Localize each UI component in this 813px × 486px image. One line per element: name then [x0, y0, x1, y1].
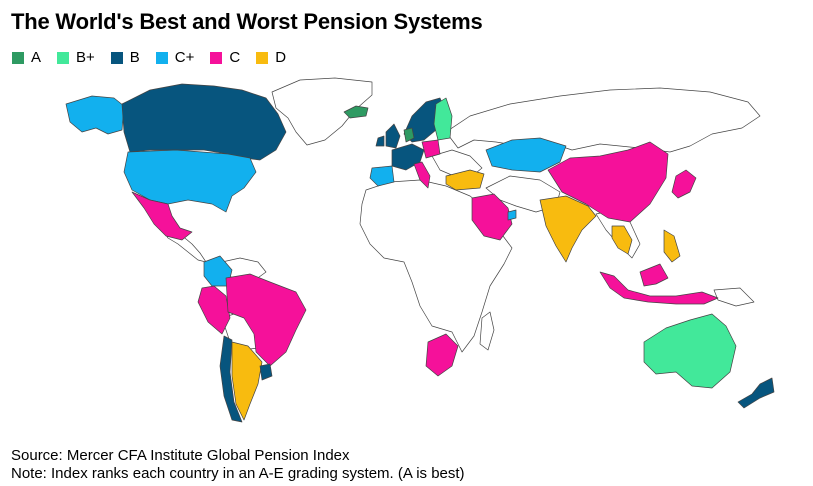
land-madagascar: [479, 311, 495, 351]
legend-item-b-plus: B+: [57, 49, 95, 66]
legend-swatch-b-plus: [57, 51, 70, 64]
country-united-kingdom: [385, 123, 401, 149]
chart-title: The World's Best and Worst Pension Syste…: [11, 9, 483, 34]
country-canada: [121, 83, 287, 161]
country-denmark-netherlands: [403, 127, 415, 143]
legend-swatch-a: [12, 51, 24, 64]
land-russia: [445, 87, 761, 153]
country-new-zealand: [737, 377, 775, 409]
legend-swatch-b: [110, 51, 123, 64]
country-australia: [643, 313, 737, 389]
country-saudi-arabia: [471, 193, 513, 241]
country-brazil: [225, 273, 307, 367]
land-greenland: [271, 77, 373, 146]
legend-label-d: D: [275, 49, 287, 66]
legend-item-d: D: [256, 49, 286, 66]
country-iceland: [343, 105, 369, 119]
footer: Source: Mercer CFA Institute Global Pens…: [11, 447, 465, 483]
country-kazakhstan: [485, 137, 567, 173]
source-note: Source: Mercer CFA Institute Global Pens…: [11, 447, 350, 464]
country-indonesia: [599, 271, 719, 305]
land-central-america: [163, 231, 207, 263]
country-alaska: [65, 95, 125, 135]
legend-label-b-plus: B+: [76, 49, 95, 66]
legend-label-b: B: [129, 49, 140, 66]
legend-label-a: A: [31, 49, 42, 66]
country-thailand: [611, 225, 633, 255]
country-poland: [421, 139, 441, 159]
country-italy: [413, 161, 431, 189]
country-spain: [369, 165, 395, 187]
country-united-states: [123, 149, 257, 213]
country-uae: [507, 209, 517, 221]
grading-note: Note: Index ranks each country in an A-E…: [11, 465, 465, 482]
country-turkey: [445, 169, 485, 191]
country-finland: [433, 97, 453, 141]
land-papua: [713, 287, 755, 307]
country-ireland: [375, 135, 385, 147]
legend-label-c: C: [229, 49, 241, 66]
legend: A B+ B C+ C D: [12, 49, 286, 66]
country-mexico: [131, 191, 193, 241]
world-map: [65, 77, 775, 423]
country-malaysia: [639, 263, 669, 287]
legend-swatch-d: [256, 51, 269, 64]
country-chile: [219, 335, 243, 423]
legend-item-c-plus: C+: [155, 49, 195, 66]
legend-item-c: C: [210, 49, 240, 66]
country-argentina: [231, 341, 263, 421]
country-south-africa: [425, 333, 459, 377]
legend-item-b: B: [110, 49, 140, 66]
country-china: [547, 141, 669, 223]
legend-item-a: A: [12, 49, 41, 66]
country-india: [539, 195, 597, 263]
legend-label-c-plus: C+: [174, 49, 195, 66]
country-philippines: [663, 229, 681, 263]
country-uruguay: [259, 363, 273, 381]
country-japan: [671, 169, 697, 199]
country-peru: [197, 285, 231, 335]
legend-swatch-c: [210, 51, 223, 64]
legend-swatch-c-plus: [155, 51, 168, 64]
